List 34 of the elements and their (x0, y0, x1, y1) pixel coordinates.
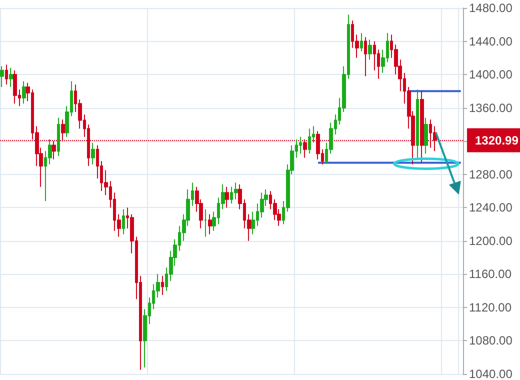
candlestick (13, 70, 17, 104)
candlestick (161, 275, 164, 296)
candlestick (299, 136, 302, 154)
candlestick (225, 186, 229, 208)
y-tick-label: 1200.00 (469, 234, 513, 248)
y-tick-label: 1360.00 (469, 100, 513, 115)
candlestick (308, 128, 311, 154)
y-tick-label: 1040.00 (469, 367, 513, 380)
candlestick (0, 66, 4, 88)
candlestick (368, 39, 372, 60)
candlestick (122, 208, 125, 235)
ref-line-label: 1320.99 (475, 133, 519, 148)
y-tick-label: 1440.00 (469, 34, 513, 48)
y-tick-label: 1240.00 (469, 200, 513, 215)
y-tick-label: 1160.00 (469, 267, 512, 282)
candlestick (5, 64, 8, 86)
y-tick-label: 1280.00 (469, 167, 513, 182)
candlestick (424, 117, 428, 154)
candlestick (9, 67, 13, 88)
candlestick (57, 117, 60, 157)
y-tick-label: 1080.00 (469, 334, 513, 348)
candlestick (416, 89, 419, 158)
candlestick (234, 182, 238, 200)
candlestick (91, 142, 95, 165)
candlestick (364, 36, 367, 77)
y-tick-label: 1120.00 (469, 300, 512, 314)
y-tick-label: 1400.00 (469, 68, 513, 82)
candlestick (22, 80, 26, 104)
candlestick (208, 214, 212, 235)
candlestick (204, 208, 207, 238)
candlestick (360, 32, 363, 52)
candlestick (52, 140, 56, 160)
y-tick-label: 1480.00 (469, 1, 513, 15)
candlestick (420, 90, 424, 164)
